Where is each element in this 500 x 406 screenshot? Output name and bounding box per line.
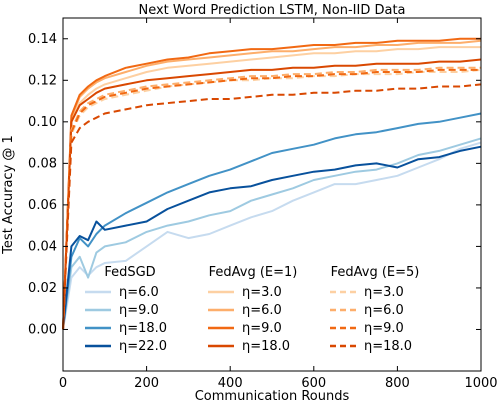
axes: 0 200 400 600 800 1000 0.00 0.02 0.04 0.06 0.08 0.1…	[28, 17, 498, 391]
series-line-2	[62, 112, 482, 330]
series-line-1	[62, 137, 482, 330]
legend-title-2: FedAvg (E=5)	[331, 265, 420, 280]
plot-lines	[62, 37, 482, 330]
y-tick-label-4: 0.08	[28, 156, 57, 171]
chart-title: Next Word Prediction LSTM, Non-IID Data	[138, 3, 405, 18]
x-tick-label-2: 400	[218, 376, 243, 391]
legend-label-6: η=9.0	[242, 321, 282, 336]
legend-label-11: η=18.0	[364, 339, 412, 354]
y-tick-label-3: 0.06	[28, 198, 57, 213]
series-line-7	[62, 58, 482, 330]
legend-label-0: η=6.0	[119, 285, 159, 300]
x-tick-label-5: 1000	[464, 376, 497, 391]
legend-title-1: FedAvg (E=1)	[209, 265, 298, 280]
legend-label-8: η=3.0	[364, 285, 404, 300]
y-tick-label-0: 0.00	[28, 322, 57, 337]
legend-label-7: η=18.0	[242, 339, 290, 354]
y-axis-label: Test Accuracy @ 1	[1, 135, 16, 255]
x-tick-label-4: 800	[385, 376, 410, 391]
series-line-0	[62, 141, 482, 330]
legend-label-9: η=6.0	[364, 303, 404, 318]
y-tick-label-6: 0.12	[28, 73, 57, 88]
x-tick-label-1: 200	[134, 376, 159, 391]
legend-label-5: η=6.0	[242, 303, 282, 318]
series-line-11	[62, 83, 482, 330]
series-line-9	[62, 66, 481, 330]
series-line-10	[62, 68, 481, 330]
series-line-3	[62, 145, 482, 330]
legend-label-1: η=9.0	[119, 303, 159, 318]
series-line-6	[62, 37, 481, 330]
y-tick-label-1: 0.02	[28, 281, 57, 296]
legend-title-0: FedSGD	[104, 265, 155, 280]
y-tick-label-2: 0.04	[28, 239, 57, 254]
legend: FedSGD η=6.0 η=9.0 η=18.0 η=22.0 FedAvg (E=1)…	[85, 265, 419, 354]
y-tick-label-7: 0.14	[28, 32, 57, 47]
x-tick-label-3: 600	[301, 376, 326, 391]
series-line-5	[62, 39, 482, 330]
legend-label-4: η=3.0	[242, 285, 282, 300]
x-axis-label: Communication Rounds	[195, 389, 350, 404]
legend-label-2: η=18.0	[119, 321, 167, 336]
x-tick-label-0: 0	[59, 376, 67, 391]
legend-label-10: η=9.0	[364, 321, 404, 336]
plot-frame	[62, 17, 482, 372]
y-tick-label-5: 0.10	[28, 115, 57, 130]
legend-label-3: η=22.0	[119, 339, 167, 354]
series-line-8	[62, 68, 482, 330]
series-line-4	[62, 46, 481, 330]
